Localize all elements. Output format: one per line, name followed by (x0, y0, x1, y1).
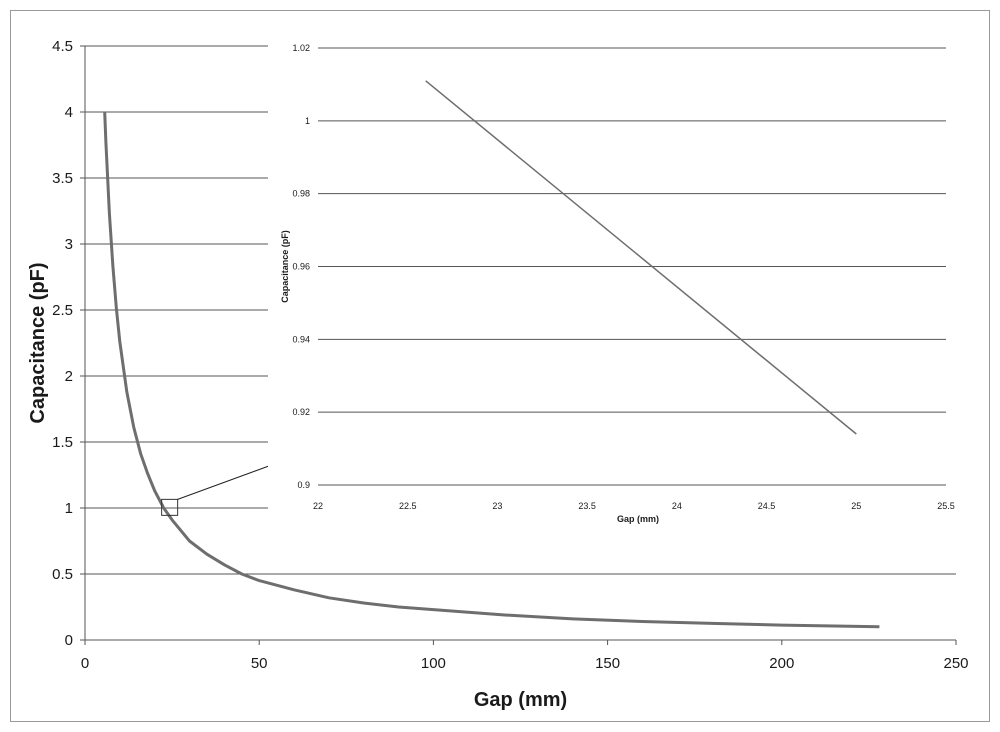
inset-x-tick-labels: 22 22.5 23 23.5 24 24.5 25 25.5 (313, 501, 955, 511)
main-y-tick-label: 1 (65, 500, 73, 517)
main-x-tick-label: 200 (769, 655, 794, 672)
inset-x-tick-label: 25 (851, 501, 861, 511)
main-x-tick-label: 250 (943, 655, 968, 672)
main-y-tick-label: 3.5 (52, 170, 73, 187)
main-series (103, 111, 880, 629)
main-y-axis-title: Capacitance (pF) (27, 262, 49, 423)
inset-x-tick-label: 25.5 (937, 501, 955, 511)
inset-x-tick-label: 24 (672, 501, 682, 511)
zoom-box (161, 498, 179, 516)
inset-series-line (425, 80, 857, 435)
main-series-line (103, 111, 880, 629)
inset-y-tick-label: 0.92 (292, 407, 310, 417)
inset-series (425, 80, 857, 435)
main-y-tick-label: 2 (65, 368, 73, 385)
main-y-tick-label: 4.5 (52, 38, 73, 55)
inset-y-tick-label: 0.94 (292, 334, 310, 344)
main-x-axis-title: Gap (mm) (474, 689, 567, 711)
inset-gridlines (318, 47, 946, 486)
inset-y-tick-label: 0.96 (292, 262, 310, 272)
inset-x-tick-label: 23 (492, 501, 502, 511)
inset-background (268, 34, 958, 532)
main-y-tick-label: 0 (65, 632, 73, 649)
inset-y-tick-label: 0.9 (297, 480, 310, 490)
inset-x-tick-label: 24.5 (758, 501, 776, 511)
main-x-tick-label: 100 (421, 655, 446, 672)
main-x-tick-label: 0 (81, 655, 89, 672)
main-y-tick-labels: 0 0.5 1 1.5 2 2.5 3 3.5 4 4.5 (52, 38, 73, 649)
main-y-tick-label: 4 (65, 104, 73, 121)
main-y-tick-label: 0.5 (52, 566, 73, 583)
inset-x-axis-title: Gap (mm) (617, 514, 659, 524)
inset-y-tick-label: 0.98 (292, 189, 310, 199)
inset-y-tick-label: 1 (305, 116, 310, 126)
inset-x-tick-label: 23.5 (578, 501, 596, 511)
inset-x-tick-label: 22.5 (399, 501, 417, 511)
main-x-tick-label: 150 (595, 655, 620, 672)
main-axes (84, 46, 957, 645)
main-y-tick-label: 1.5 (52, 434, 73, 451)
inset-x-tick-label: 22 (313, 501, 323, 511)
main-y-tick-label: 2.5 (52, 302, 73, 319)
inset-y-tick-labels: 0.9 0.92 0.94 0.96 0.98 1 1.02 (292, 43, 310, 490)
main-x-tick-label: 50 (251, 655, 268, 672)
inset-y-tick-label: 1.02 (292, 43, 310, 53)
inset-y-axis-title: Capacitance (pF) (280, 230, 290, 303)
main-y-tick-label: 3 (65, 236, 73, 253)
main-x-tick-labels: 0 50 100 150 200 250 (81, 655, 969, 672)
